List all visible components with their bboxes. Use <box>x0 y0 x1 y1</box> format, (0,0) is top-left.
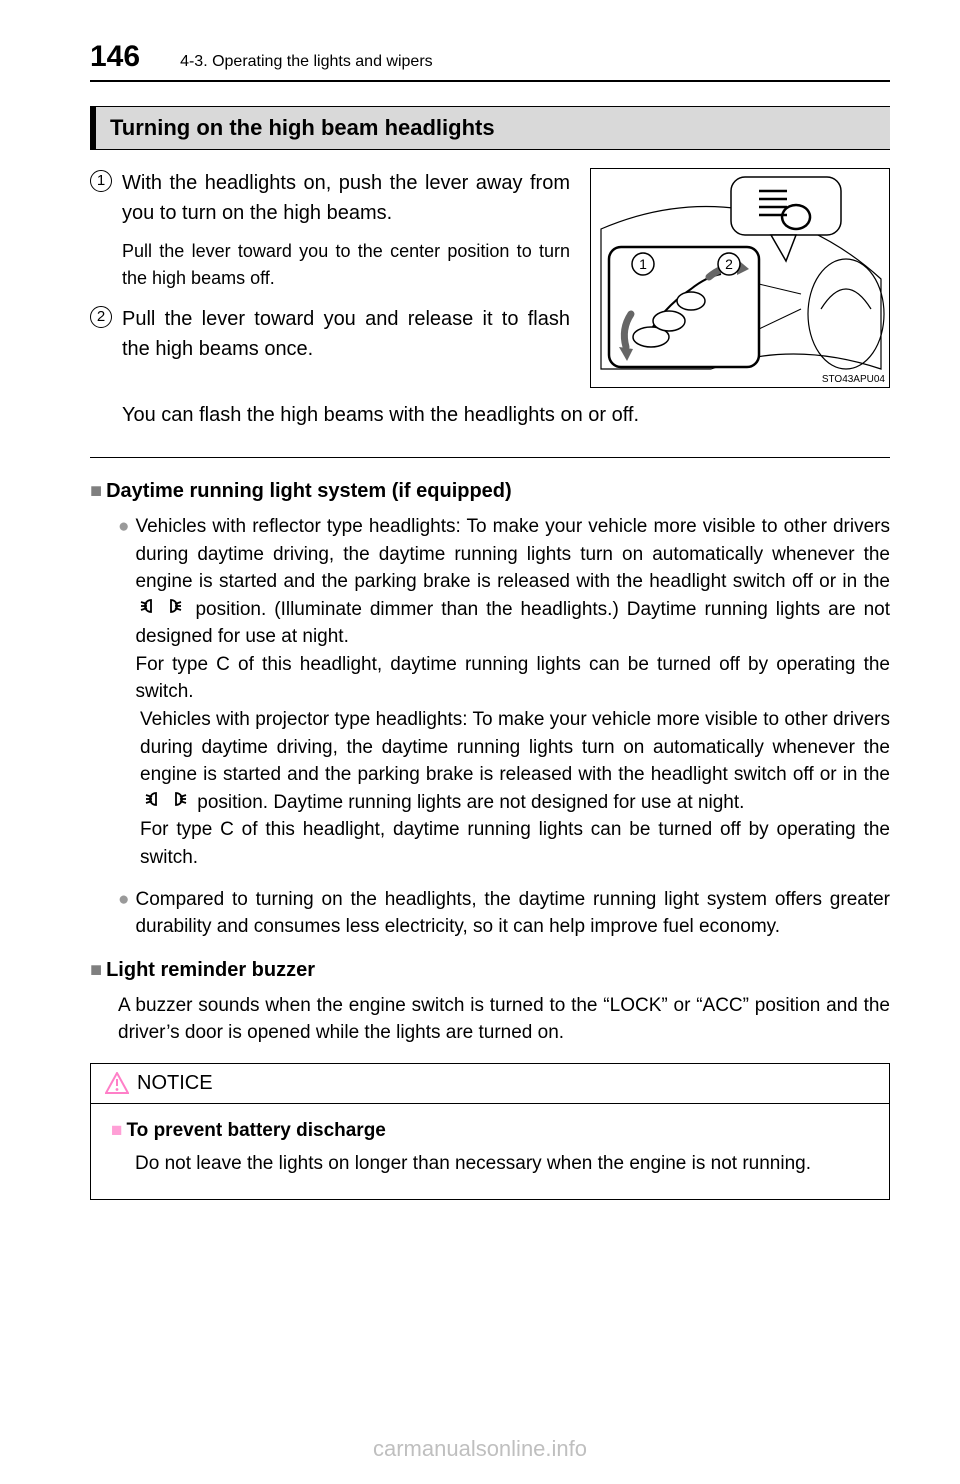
feature-title: Turning on the high beam headlights <box>90 106 890 150</box>
page-number: 146 <box>90 40 140 74</box>
round-bullet-icon: ● <box>118 886 129 914</box>
section-title: 4-3. Operating the lights and wipers <box>180 53 433 71</box>
parking-light-icon <box>139 596 183 624</box>
reminder-text: A buzzer sounds when the engine switch i… <box>118 992 890 1047</box>
step-1-text: With the headlights on, push the lever a… <box>122 168 570 228</box>
steps-text: 1 With the headlights on, push the lever… <box>90 168 570 388</box>
step-1-sub: Pull the lever toward you to the center … <box>122 238 570 292</box>
drl-heading: ■Daytime running light system (if equipp… <box>90 480 890 503</box>
figure-code: STO43APU04 <box>822 374 885 385</box>
instruction-figure: 1 2 STO43APU04 <box>590 168 890 388</box>
footer-watermark: carmanualsonline.info <box>0 1436 960 1462</box>
section-divider <box>90 457 890 458</box>
notice-header: NOTICE <box>91 1064 889 1104</box>
step-number-1: 1 <box>90 170 112 192</box>
notice-box: NOTICE ■To prevent battery discharge Do … <box>90 1063 890 1201</box>
notice-text: Do not leave the lights on longer than n… <box>135 1150 869 1178</box>
square-bullet-icon: ■ <box>90 480 102 502</box>
square-bullet-icon: ■ <box>90 959 102 981</box>
step-2-text: Pull the lever toward you and release it… <box>122 304 570 364</box>
reminder-heading: ■Light reminder buzzer <box>90 959 890 982</box>
after-steps-text: You can flash the high beams with the he… <box>122 404 890 427</box>
pink-square-icon: ■ <box>111 1120 122 1141</box>
drl-bullet-2: Compared to turning on the headlights, t… <box>135 886 890 941</box>
warning-triangle-icon <box>105 1072 129 1094</box>
page-header: 146 4-3. Operating the lights and wipers <box>90 40 890 82</box>
notice-label: NOTICE <box>137 1072 213 1095</box>
drl-bullet-1: Vehicles with reflector type headlights:… <box>135 513 890 706</box>
parking-light-icon <box>144 789 188 817</box>
svg-text:1: 1 <box>639 256 647 272</box>
drl-projector-text: Vehicles with projector type headlights:… <box>140 706 890 871</box>
step-number-2: 2 <box>90 306 112 328</box>
round-bullet-icon: ● <box>118 513 129 541</box>
notice-sub-heading: ■To prevent battery discharge <box>111 1120 869 1142</box>
svg-text:2: 2 <box>725 256 733 272</box>
lever-diagram-icon: 1 2 <box>591 169 891 389</box>
